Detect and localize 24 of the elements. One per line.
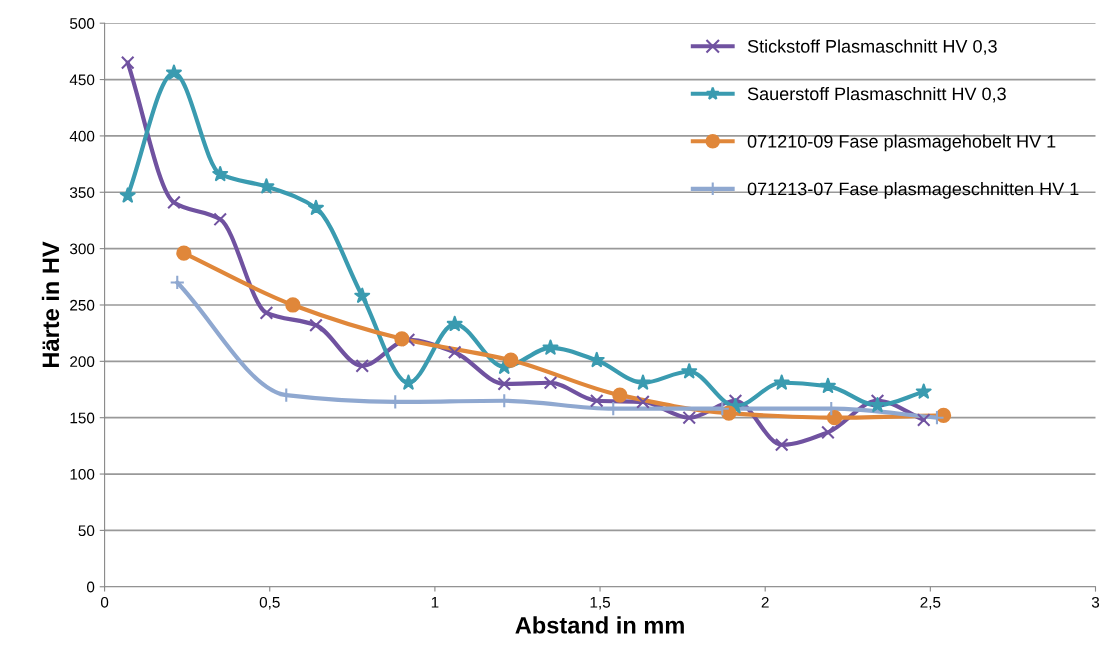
x-tick-label: 2 [761,596,769,608]
legend-label: Sauerstoff Plasmaschnitt HV 0,3 [747,86,1006,103]
y-tick-label: 350 [69,187,95,198]
legend-label: Stickstoff Plasmaschnitt HV 0,3 [747,39,997,55]
y-tick-label: 200 [70,356,95,368]
y-tick-label: 450 [69,74,95,86]
y-tick-label: 150 [70,412,95,424]
legend-label: 071210-09 Fase plasmagehobelt HV 1 [747,134,1056,152]
x-tick-label: 3 [1091,596,1100,608]
x-tick-label: 2,5 [920,596,941,610]
x-axis-title: Abstand in mm [515,616,684,634]
y-axis-title: Härte in HV [41,241,60,368]
y-tick-label: 50 [78,525,95,537]
x-tick-label: 1 [431,597,439,608]
x-tick-label: 0,5 [259,596,280,610]
y-tick-label: 100 [70,468,95,480]
y-tick-label: 300 [69,243,95,255]
x-tick-label: 1,5 [590,597,611,610]
y-tick-label: 500 [70,18,95,29]
y-tick-label: 250 [70,299,95,311]
y-tick-label: 400 [69,130,95,142]
x-tick-label: 0 [100,596,109,608]
legend-label: 071213-07 Fase plasmageschnitten HV 1 [747,182,1079,199]
y-tick-label: 0 [86,581,95,593]
